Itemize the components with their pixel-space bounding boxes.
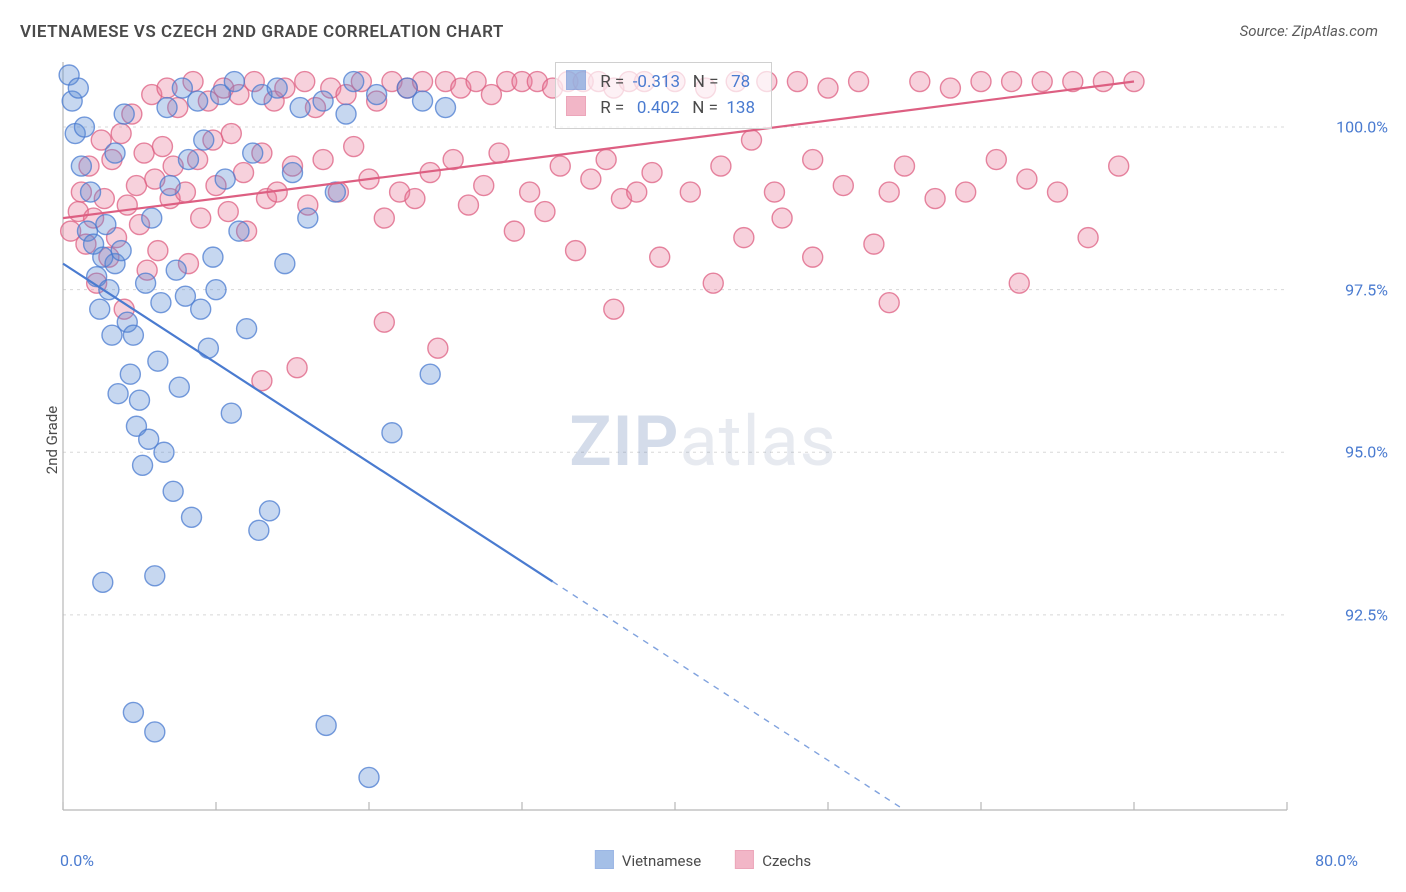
- swatch-czechs: [566, 96, 586, 116]
- x-tick-label-max: 80.0%: [1315, 851, 1358, 870]
- legend-item-vietnamese: Vietnamese: [595, 850, 701, 870]
- legend-swatch-czechs: [735, 850, 754, 869]
- swatch-vietnamese: [566, 70, 586, 90]
- r-value-czechs: 0.402: [637, 98, 680, 118]
- legend-item-czechs: Czechs: [735, 850, 811, 870]
- correlation-stats-box: R = -0.313 N = 78 R = 0.402 N = 138: [555, 62, 772, 129]
- chart-title: VIETNAMESE VS CZECH 2ND GRADE CORRELATIO…: [20, 22, 504, 42]
- legend-label-vietnamese: Vietnamese: [622, 852, 701, 870]
- stats-row-vietnamese: R = -0.313 N = 78: [566, 69, 755, 95]
- n-value-vietnamese: 78: [731, 72, 750, 92]
- scatter-plot: [55, 60, 1295, 820]
- y-tick-label: 100.0%: [1336, 118, 1388, 137]
- y-tick-label: 95.0%: [1345, 443, 1388, 462]
- source-attribution: Source: ZipAtlas.com: [1240, 22, 1378, 40]
- y-tick-label: 92.5%: [1345, 605, 1388, 624]
- y-tick-label: 97.5%: [1345, 280, 1388, 299]
- r-value-vietnamese: -0.313: [633, 72, 680, 92]
- legend-label-czechs: Czechs: [762, 852, 811, 870]
- n-value-czechs: 138: [726, 98, 755, 118]
- legend-swatch-vietnamese: [595, 850, 614, 869]
- legend: Vietnamese Czechs: [595, 850, 811, 870]
- x-tick-label-min: 0.0%: [60, 851, 94, 870]
- stats-row-czechs: R = 0.402 N = 138: [566, 95, 755, 121]
